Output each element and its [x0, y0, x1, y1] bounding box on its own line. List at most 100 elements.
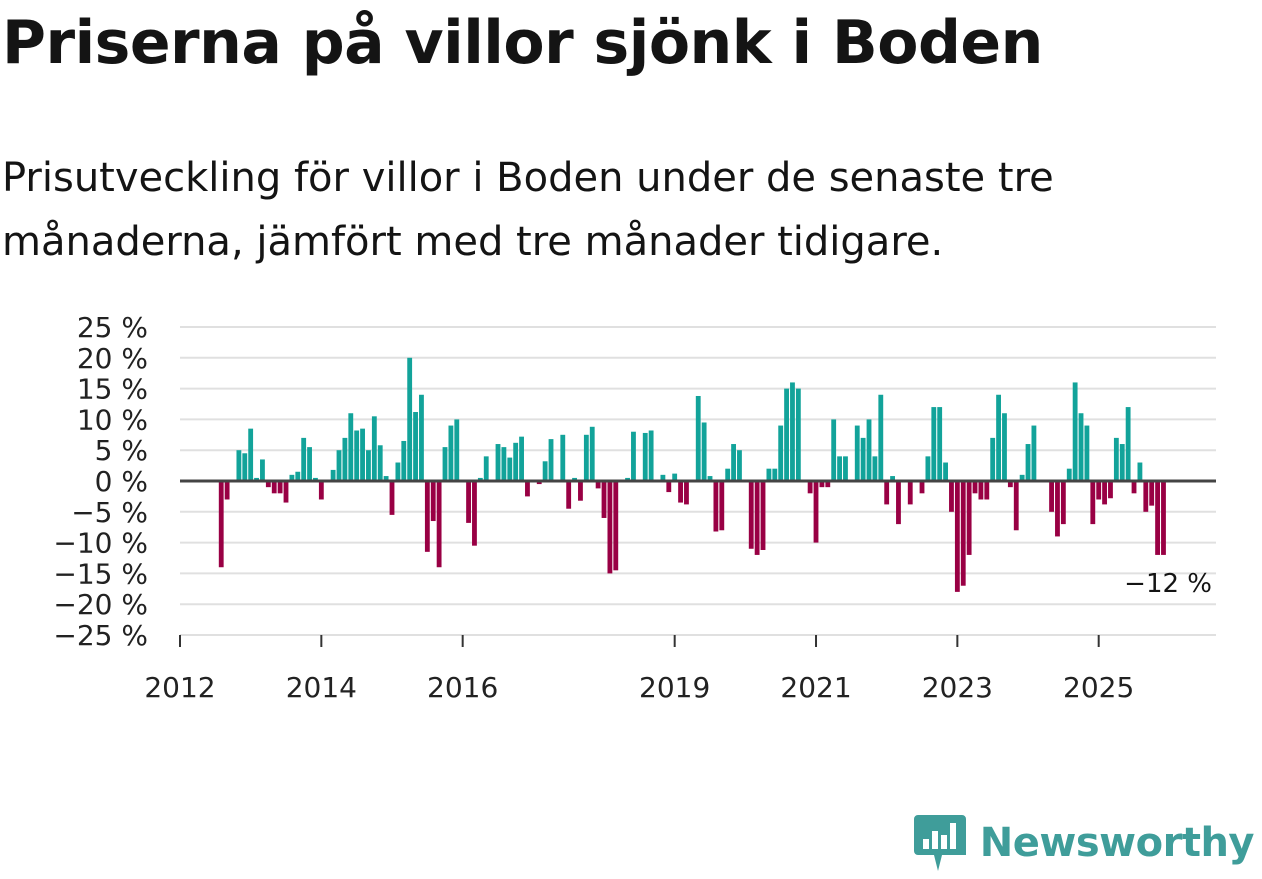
bar — [360, 428, 365, 481]
bar — [389, 481, 395, 515]
bar — [819, 481, 825, 488]
bar — [601, 481, 607, 518]
bar — [642, 432, 648, 481]
bar — [996, 394, 1001, 481]
bar — [1125, 407, 1131, 481]
bar — [748, 481, 754, 549]
bar — [1031, 425, 1037, 481]
x-tick-label: 2012 — [144, 671, 215, 704]
bar — [354, 430, 360, 481]
chart-subtitle: Prisutveckling för villor i Boden under … — [2, 155, 1054, 265]
bar — [1013, 481, 1019, 531]
bar — [1002, 413, 1007, 481]
brand-name: Newsworthy — [979, 820, 1255, 866]
bar — [466, 481, 471, 523]
bar — [536, 481, 542, 485]
bar — [371, 416, 377, 481]
bar — [949, 481, 954, 512]
bar — [277, 481, 283, 494]
bar — [1055, 481, 1060, 537]
bar — [707, 476, 713, 481]
bar — [1072, 382, 1078, 481]
bar — [1108, 481, 1113, 499]
y-tick-label: 20 % — [77, 342, 148, 375]
bar — [907, 481, 913, 505]
y-tick-label: 10 % — [77, 403, 148, 436]
bar — [1090, 481, 1096, 525]
x-tick-label: 2014 — [286, 671, 357, 704]
bar — [795, 388, 801, 481]
bar — [831, 419, 837, 481]
bar-chart: 25 %20 %15 %10 %5 %0 %−5 %−10 %−15 %−20 … — [53, 311, 1216, 704]
y-tick-label: −5 % — [71, 496, 148, 529]
bar — [336, 450, 342, 481]
bar — [1078, 413, 1084, 481]
bar — [778, 425, 784, 481]
bar — [701, 422, 707, 481]
bar — [843, 456, 848, 481]
bar — [548, 439, 554, 481]
bar — [890, 476, 895, 481]
bar — [731, 444, 736, 481]
bar — [477, 477, 483, 481]
bar — [966, 481, 972, 555]
chart-title: Priserna på villor sjönk i Boden — [2, 8, 1043, 78]
bar — [265, 481, 271, 488]
bar — [560, 434, 566, 481]
bar — [837, 456, 842, 481]
bar — [513, 442, 519, 481]
bar — [607, 481, 613, 574]
bar — [766, 468, 772, 481]
bar — [442, 447, 448, 481]
bar — [254, 477, 259, 481]
bar — [919, 481, 925, 494]
newsworthy-logo-icon — [913, 815, 966, 871]
y-axis: 25 %20 %15 %10 %5 %0 %−5 %−10 %−15 %−20 … — [53, 311, 148, 652]
y-tick-label: 5 % — [95, 434, 148, 467]
bar — [896, 481, 901, 525]
bar — [1149, 481, 1155, 506]
bar — [878, 394, 884, 481]
bar — [448, 425, 454, 481]
x-tick-label: 2021 — [780, 671, 851, 704]
bar — [866, 419, 872, 481]
bar — [813, 481, 819, 543]
bar — [807, 481, 813, 494]
x-tick-label: 2025 — [1063, 671, 1134, 704]
bar — [271, 481, 277, 494]
bar — [678, 481, 683, 503]
bar — [236, 450, 242, 481]
bar — [572, 477, 577, 481]
bar — [383, 476, 389, 481]
x-axis: 2012 2014 2016 2019 2021 2023 2025 — [144, 635, 1134, 704]
x-tick-label: 2016 — [427, 671, 498, 704]
bar — [566, 481, 572, 509]
bar — [595, 481, 601, 489]
x-tick-label: 2023 — [922, 671, 993, 704]
bar — [413, 412, 418, 481]
bar — [872, 456, 878, 481]
bar — [1096, 481, 1102, 500]
bar — [242, 453, 248, 481]
bar — [978, 481, 984, 500]
bar — [407, 357, 413, 481]
bar — [719, 481, 725, 531]
bar — [960, 481, 966, 586]
bar — [348, 413, 354, 481]
bar — [519, 436, 524, 481]
bar — [419, 394, 424, 481]
bar — [472, 481, 477, 546]
bar — [790, 382, 795, 481]
bar — [937, 407, 943, 481]
bar — [1007, 481, 1013, 488]
bar — [1161, 481, 1166, 555]
bar — [224, 481, 230, 500]
bar — [984, 481, 990, 500]
bar — [737, 450, 742, 481]
bar — [1025, 444, 1031, 481]
bar — [507, 457, 513, 481]
bar — [583, 434, 589, 481]
bar — [825, 481, 831, 488]
bar — [854, 425, 860, 481]
bar — [860, 437, 866, 481]
